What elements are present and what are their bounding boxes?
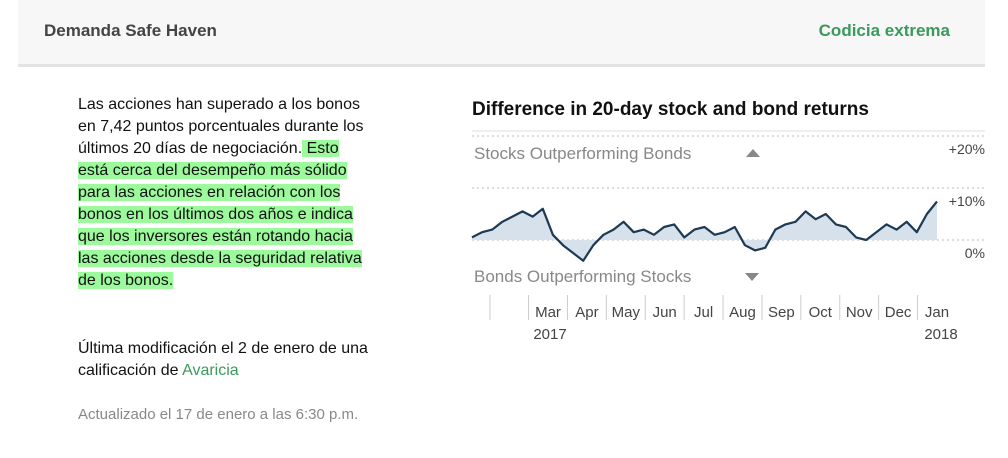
- header: Demanda Safe Haven Codicia extrema: [18, 0, 985, 67]
- x-tick-label: Mar: [535, 304, 561, 321]
- x-tick-label: May: [612, 304, 641, 321]
- annotation-top: Stocks Outperforming Bonds: [474, 144, 691, 163]
- area: [472, 201, 937, 261]
- x-tick-label: Oct: [809, 304, 833, 321]
- highlight-text: Esto está cerca del desempeño más sólido…: [78, 140, 362, 289]
- x-tick-label: Nov: [846, 304, 873, 321]
- x-year-label: 2018: [924, 326, 957, 343]
- x-tick-label: Aug: [729, 304, 756, 321]
- description: Las acciones han superado a los bonos en…: [78, 94, 370, 292]
- annotation-bottom: Bonds Outperforming Stocks: [474, 267, 691, 286]
- chart-title: Difference in 20-day stock and bond retu…: [472, 99, 869, 120]
- y-tick-label: +10%: [949, 193, 985, 209]
- y-tick-label: +20%: [949, 141, 985, 157]
- x-tick-label: Dec: [885, 304, 912, 321]
- last-change-rating: Avaricia: [182, 362, 239, 379]
- arrow-up: [746, 149, 760, 157]
- y-tick-label: 0%: [965, 245, 985, 261]
- x-tick-label: Apr: [575, 304, 598, 321]
- header-rating: Codicia extrema: [818, 21, 950, 40]
- line: [471, 200, 938, 262]
- last-change: Última modificación el 2 de enero de una…: [78, 338, 370, 382]
- x-tick-label: Jul: [694, 304, 713, 321]
- header-title: Demanda Safe Haven: [44, 21, 217, 40]
- updated: Actualizado el 17 de enero a las 6:30 p.…: [78, 406, 359, 423]
- x-year-label: 2017: [533, 326, 566, 343]
- arrow-down: [745, 273, 759, 281]
- x-tick-label: Jan: [925, 304, 949, 321]
- description-text: Las acciones han superado a los bonos en…: [78, 96, 364, 157]
- last-change-text: Última modificación el 2 de enero de una…: [78, 340, 368, 379]
- x-tick-label: Sep: [768, 304, 795, 321]
- x-tick-label: Jun: [653, 304, 677, 321]
